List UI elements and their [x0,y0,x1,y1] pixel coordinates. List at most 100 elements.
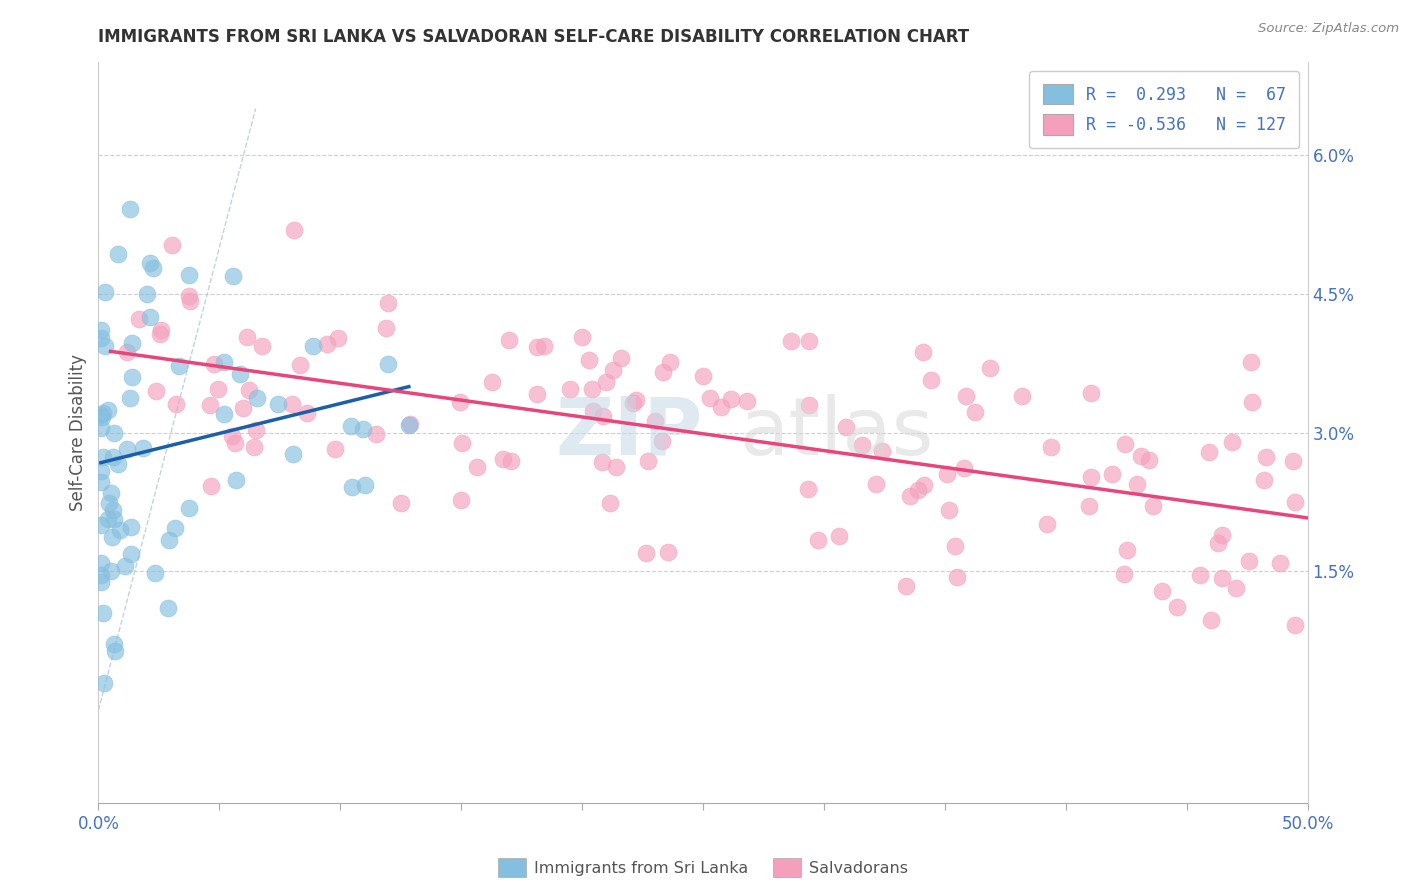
Point [90,464,112,478]
Point [896,579,918,593]
Point [1116,543,1139,558]
Point [120,520,142,534]
Point [121,370,143,384]
Point [1211,571,1233,585]
Point [225,473,247,487]
Point [94,285,117,299]
Point [91,406,114,420]
Point [179,288,201,302]
Point [290,359,312,373]
Point [177,268,200,283]
Text: atlas: atlas [740,393,934,472]
Point [578,353,600,368]
Text: IMMIGRANTS FROM SRI LANKA VS SALVADORAN SELF-CARE DISABILITY CORRELATION CHART: IMMIGRANTS FROM SRI LANKA VS SALVADORAN … [98,28,970,45]
Point [97,403,120,417]
Point [1240,354,1263,368]
Point [145,384,167,398]
Point [163,521,186,535]
Point [245,423,267,437]
Point [498,333,520,347]
Point [963,405,986,419]
Y-axis label: Self-Care Disability: Self-Care Disability [69,354,87,511]
Point [1198,444,1220,458]
Point [851,438,873,452]
Point [131,441,153,455]
Point [157,600,180,615]
Point [610,351,633,366]
Point [1225,581,1247,595]
Point [115,442,138,456]
Point [114,559,136,574]
Point [179,293,201,308]
Point [1114,437,1136,451]
Point [138,310,160,325]
Point [128,311,150,326]
Point [835,420,858,434]
Point [177,500,200,515]
Point [121,336,143,351]
Point [828,529,851,543]
Point [481,375,503,389]
Point [103,637,125,651]
Point [581,382,603,396]
Point [1268,556,1291,570]
Point [526,386,548,401]
Point [108,523,131,537]
Point [955,389,977,403]
Point [652,365,675,379]
Point [1237,554,1260,568]
Point [1035,516,1057,531]
Point [912,478,935,492]
Point [1137,453,1160,467]
Point [90,556,112,570]
Point [90,408,112,422]
Point [911,344,934,359]
Point [143,566,166,580]
Point [710,400,733,414]
Point [449,394,471,409]
Point [398,418,420,433]
Point [100,565,122,579]
Point [160,238,183,252]
Point [366,426,388,441]
Point [93,676,115,690]
Point [267,397,290,411]
Point [797,483,820,497]
Point [167,359,190,373]
Point [238,383,260,397]
Point [91,409,114,424]
Point [943,539,966,553]
Point [315,336,337,351]
Point [374,321,396,335]
Point [212,355,235,369]
Point [149,323,172,337]
Point [326,331,349,345]
Point [1142,500,1164,514]
Point [920,374,942,388]
Point [91,450,114,464]
Point [389,496,412,510]
Point [699,391,721,405]
Point [1112,566,1135,581]
Point [657,545,679,559]
Point [1080,386,1102,401]
Point [1284,495,1306,509]
Point [865,476,887,491]
Point [212,407,235,421]
Point [1152,584,1174,599]
Point [232,401,254,415]
Point [90,475,112,490]
Point [1220,434,1243,449]
Point [157,533,180,548]
Point [107,457,129,471]
Point [101,503,124,517]
Point [797,398,820,412]
Point [353,477,375,491]
Point [120,548,142,562]
Point [97,496,120,510]
Point [1240,395,1263,409]
Point [451,436,474,450]
Point [735,393,758,408]
Point [103,644,125,658]
Point [90,323,112,337]
